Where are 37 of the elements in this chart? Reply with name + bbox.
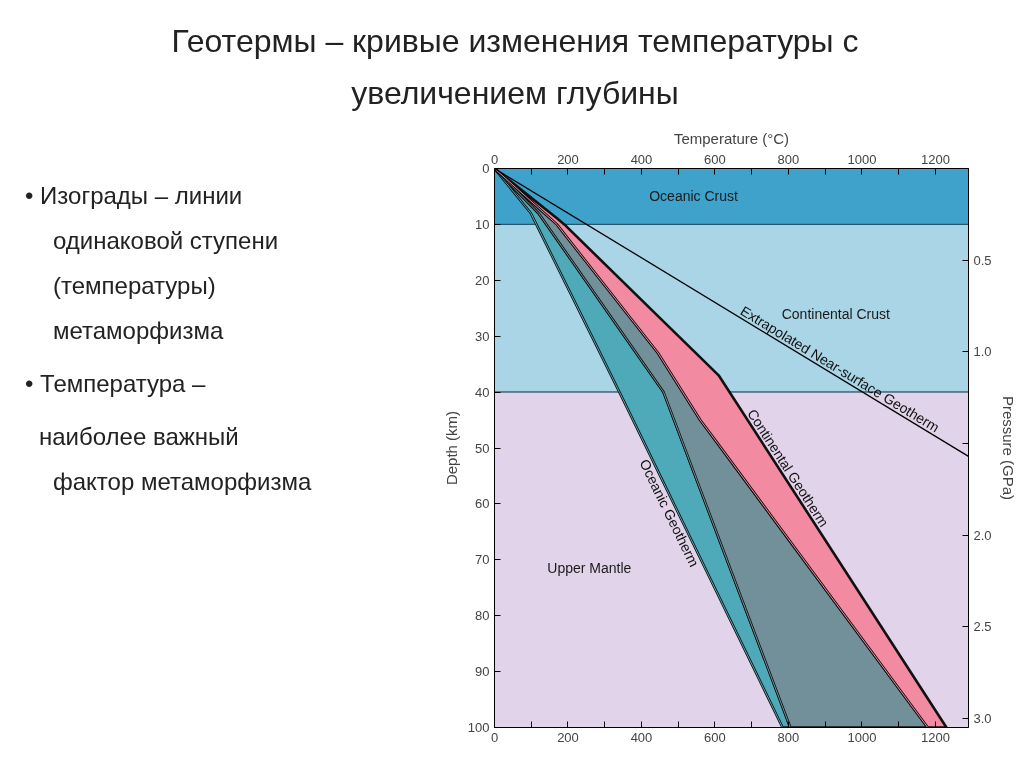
band-label: Upper Mantle (547, 560, 632, 577)
y-tick-label: 30 (475, 328, 490, 344)
chart-title: Геотермы – кривые изменения температуры с увеличением глубины (171, 22, 859, 113)
x-tick-label: 800 (777, 729, 800, 745)
x-tick-label: 200 (557, 729, 579, 745)
y2-tick-label: 3.0 (973, 710, 992, 726)
x-tick-label: 600 (704, 729, 726, 745)
y2-tick-label: 1.0 (973, 344, 992, 360)
x-tick-label: 1000 (847, 729, 877, 745)
text: • Изограды – линии одинаковой ступени (температуры) метаморфизма (25, 181, 280, 346)
y-tick-label: 100 (467, 720, 490, 735)
x2-tick-label: 200 (557, 151, 579, 167)
y-tick-label: 10 (475, 216, 490, 232)
y2-tick-label: 0.5 (973, 252, 992, 268)
y2-axis-title: Pressure (GPa) (999, 395, 1017, 501)
y-tick-label: 0 (482, 161, 490, 176)
y-axis-title: Depth (km) (442, 410, 460, 486)
text: • Температура – (25, 369, 207, 399)
y-tick-label: 90 (475, 664, 490, 680)
x2-tick-label: 800 (777, 151, 800, 167)
y2-tick-label: 2.5 (973, 619, 992, 635)
x-tick-label: 400 (630, 729, 653, 745)
x2-tick-label: 400 (630, 151, 653, 167)
x-tick-label: 1200 (920, 729, 950, 745)
y-tick-label: 20 (475, 272, 490, 288)
x2-tick-label: 600 (704, 151, 726, 167)
y-tick-label: 40 (475, 384, 490, 400)
x2-tick-label: 1200 (920, 151, 950, 167)
y-tick-label: 80 (475, 608, 490, 624)
x2-axis-title: Temperature (°C) (673, 129, 790, 147)
x2-tick-label: 1000 (847, 151, 877, 167)
y-tick-label: 70 (475, 552, 490, 568)
y2-tick-label: 2.0 (973, 527, 992, 543)
y-tick-label: 60 (475, 496, 490, 512)
band-label: Oceanic Crust (649, 188, 739, 205)
y-tick-label: 50 (475, 440, 490, 456)
text: наиболее важный фактор метаморфизма (39, 422, 312, 497)
